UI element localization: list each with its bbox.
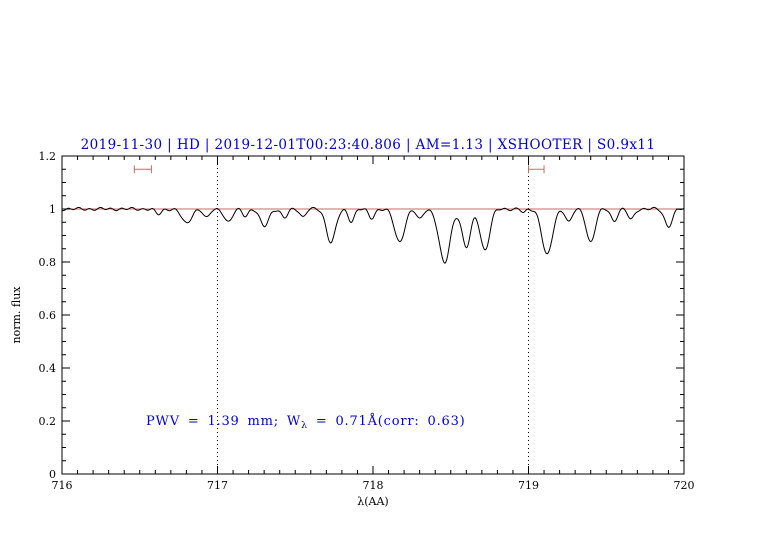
pwv-annotation: PWV = 1.39 mm; Wλ = 0.71Å(corr: 0.63) (146, 413, 466, 431)
y-tick-label: 1 (49, 203, 56, 216)
x-tick-label: 716 (52, 479, 73, 492)
spectrum-path (61, 206, 685, 264)
pwv-annotation-part2: = 0.71Å(corr: 0.63) (308, 413, 466, 429)
pwv-annotation-subscript: λ (301, 420, 308, 431)
range-marker (528, 165, 545, 174)
y-tick-label: 0.2 (39, 415, 57, 428)
x-tick-label: 718 (363, 479, 384, 492)
y-tick-label: 0.4 (39, 362, 57, 375)
spectrum-line (61, 206, 685, 264)
x-tick-label: 719 (518, 479, 539, 492)
pwv-annotation-part1: PWV = 1.39 mm; W (146, 414, 301, 429)
axes-box-and-ticks (61, 155, 685, 475)
y-axis-label: norm. flux (10, 286, 23, 344)
range-marker (133, 165, 152, 174)
x-tick-label: 720 (674, 479, 695, 492)
y-tick-label: 1.2 (39, 150, 57, 163)
y-tick-label: 0 (49, 468, 56, 481)
range-markers (133, 165, 545, 174)
x-tick-label: 717 (207, 479, 228, 492)
tick-labels: 716 717 718 719 720 0 0.2 0.4 0.6 0.8 1 1.2 (39, 150, 695, 492)
plot-title: 2019-11-30 | HD | 2019-12-01T00:23:40.80… (81, 137, 656, 153)
y-tick-label: 0.8 (39, 256, 57, 269)
x-axis-label: λ(AA) (357, 495, 388, 508)
y-tick-label: 0.6 (39, 309, 57, 322)
